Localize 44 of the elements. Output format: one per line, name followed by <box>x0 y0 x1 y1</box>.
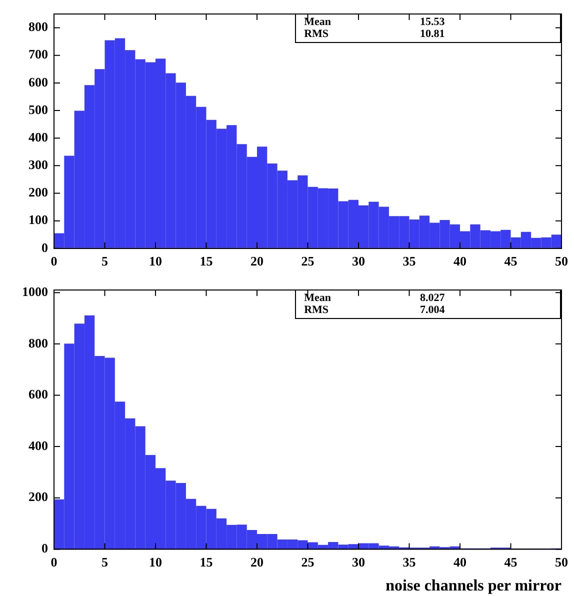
annotation: RMS <box>303 28 330 40</box>
x-tick-label: 45 <box>504 254 518 269</box>
annotation: Mean <box>303 292 332 304</box>
y-tick-label: 500 <box>28 102 48 117</box>
x-tick-label: 35 <box>402 554 416 570</box>
y-tick-label: 100 <box>28 212 48 228</box>
x-tick-label: 40 <box>454 554 466 570</box>
y-tick-label: 0 <box>42 540 48 556</box>
x-tick-label: 25 <box>301 554 315 570</box>
y-tick-label: 700 <box>28 46 48 62</box>
y-tick-label: 200 <box>28 184 48 200</box>
y-tick-label: 1000 <box>22 284 48 299</box>
x-tick-label: 10 <box>149 554 162 570</box>
y-tick-label: 300 <box>28 157 48 172</box>
y-tick-label: 600 <box>28 386 48 402</box>
x-tick-label: 10 <box>149 254 162 269</box>
x-tick-label: 30 <box>352 554 365 570</box>
x-tick-label: 30 <box>352 254 365 269</box>
annotation: Mean <box>303 16 332 28</box>
annotation: 10.81 <box>418 28 446 40</box>
x-tick-label: 45 <box>504 554 518 570</box>
annotation: 7.004 <box>418 304 446 316</box>
annotation: 15.53 <box>418 16 446 28</box>
x-tick-label: 50 <box>555 554 568 570</box>
y-tick-label: 400 <box>28 129 48 144</box>
y-tick-label: 400 <box>28 438 48 453</box>
x-tick-label: 15 <box>200 254 214 269</box>
x-axis-title: noise channels per mirror <box>386 578 562 595</box>
annotation: RMS <box>303 304 330 316</box>
annotation: 8.027 <box>418 292 446 304</box>
x-tick-label: 50 <box>555 254 568 269</box>
x-tick-label: 15 <box>200 554 214 570</box>
y-tick-label: 200 <box>28 489 48 504</box>
x-tick-label: 20 <box>250 254 264 269</box>
y-tick-label: 800 <box>28 335 48 350</box>
x-tick-label: 5 <box>102 254 108 269</box>
x-tick-label: 5 <box>102 554 108 570</box>
y-tick-label: 800 <box>28 19 48 34</box>
y-tick-label: 600 <box>28 74 48 90</box>
y-tick-label: 0 <box>42 240 48 255</box>
x-tick-label: 40 <box>454 254 466 269</box>
x-tick-label: 25 <box>301 254 315 269</box>
x-tick-label: 35 <box>402 254 416 269</box>
x-tick-label: 20 <box>250 554 264 570</box>
